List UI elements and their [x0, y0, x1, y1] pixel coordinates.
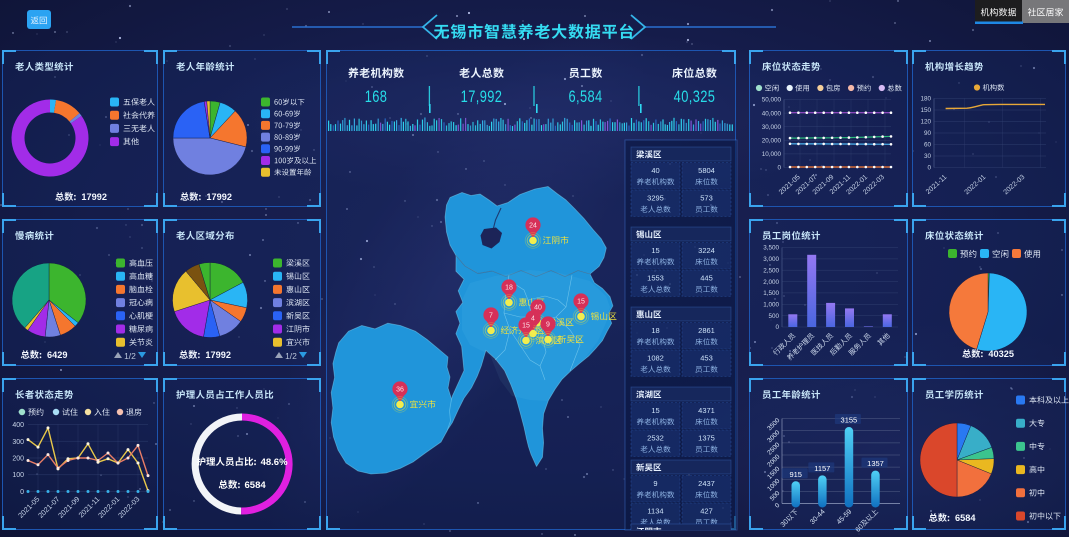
svg-text:168: 168 [365, 89, 388, 107]
svg-text:1,500: 1,500 [763, 290, 779, 297]
svg-text:6429: 6429 [47, 350, 67, 360]
svg-text:9: 9 [546, 322, 550, 329]
svg-text:6,584: 6,584 [568, 89, 602, 107]
svg-text:445: 445 [700, 274, 713, 283]
svg-text:17,992: 17,992 [461, 89, 503, 107]
svg-text:18: 18 [651, 326, 659, 335]
svg-text:30: 30 [780, 518, 791, 529]
svg-text:400: 400 [12, 422, 24, 429]
svg-text:10,000: 10,000 [762, 151, 782, 158]
svg-text:5804: 5804 [698, 166, 715, 175]
svg-text:40325: 40325 [988, 349, 1014, 359]
svg-text:48.6%: 48.6% [261, 457, 288, 468]
svg-text:427: 427 [700, 507, 713, 516]
svg-text:0: 0 [775, 324, 779, 331]
svg-text:3224: 3224 [698, 246, 715, 255]
svg-text:4371: 4371 [698, 406, 715, 415]
svg-text:50,000: 50,000 [762, 97, 782, 104]
svg-text:3295: 3295 [647, 194, 664, 203]
svg-text:300: 300 [12, 439, 24, 446]
svg-text:915: 915 [789, 470, 802, 479]
svg-text:3155: 3155 [841, 416, 858, 425]
svg-text:30: 30 [924, 153, 932, 160]
svg-text:180: 180 [920, 96, 931, 103]
svg-text:1553: 1553 [647, 274, 664, 283]
svg-text:1/2: 1/2 [285, 351, 297, 361]
svg-text:573: 573 [700, 194, 713, 203]
svg-text:1157: 1157 [814, 464, 830, 473]
svg-text:1357: 1357 [867, 459, 884, 468]
svg-text:6584: 6584 [245, 480, 267, 491]
svg-text:40: 40 [651, 166, 659, 175]
svg-text:0: 0 [927, 165, 931, 172]
svg-text:15: 15 [522, 323, 530, 330]
svg-text:20,000: 20,000 [762, 138, 782, 145]
svg-text:60: 60 [924, 142, 932, 149]
svg-text:0: 0 [774, 502, 782, 510]
svg-text:1134: 1134 [647, 507, 663, 516]
svg-text:15: 15 [577, 299, 585, 306]
svg-text:15: 15 [651, 406, 659, 415]
svg-text:40,325: 40,325 [674, 89, 716, 107]
svg-text:6584: 6584 [955, 513, 976, 523]
svg-text:60: 60 [855, 523, 866, 534]
svg-text:2532: 2532 [647, 434, 664, 443]
svg-text:15: 15 [651, 246, 659, 255]
svg-text:30,000: 30,000 [762, 124, 782, 131]
svg-text:2,000: 2,000 [763, 279, 779, 286]
svg-text:9: 9 [653, 479, 657, 488]
svg-text:2437: 2437 [698, 479, 715, 488]
svg-text:1082: 1082 [647, 354, 664, 363]
svg-text:2,500: 2,500 [763, 267, 779, 274]
svg-text:90: 90 [924, 130, 932, 137]
svg-text:18: 18 [505, 285, 513, 292]
svg-text:1/2: 1/2 [124, 351, 136, 361]
svg-text:17992: 17992 [81, 192, 107, 202]
svg-text:7: 7 [489, 313, 493, 320]
svg-text:36: 36 [396, 387, 404, 394]
svg-text:3,000: 3,000 [763, 256, 779, 263]
svg-text:40,000: 40,000 [762, 110, 782, 117]
svg-text:40: 40 [534, 305, 542, 312]
svg-text:500: 500 [768, 313, 779, 320]
svg-text:17992: 17992 [205, 350, 231, 360]
svg-text:0: 0 [777, 165, 781, 172]
svg-text:1375: 1375 [698, 434, 715, 443]
svg-text:120: 120 [920, 119, 931, 126]
svg-text:1,000: 1,000 [763, 302, 779, 309]
svg-text:100: 100 [12, 472, 24, 479]
svg-text:4: 4 [531, 316, 535, 323]
svg-text:17992: 17992 [206, 192, 232, 202]
svg-text:3,500: 3,500 [763, 245, 779, 252]
svg-text:24: 24 [529, 223, 537, 230]
svg-text:200: 200 [12, 456, 24, 463]
svg-text:150: 150 [920, 107, 931, 114]
svg-text:2861: 2861 [698, 326, 715, 335]
svg-text:0: 0 [20, 489, 24, 496]
svg-text:453: 453 [700, 354, 713, 363]
